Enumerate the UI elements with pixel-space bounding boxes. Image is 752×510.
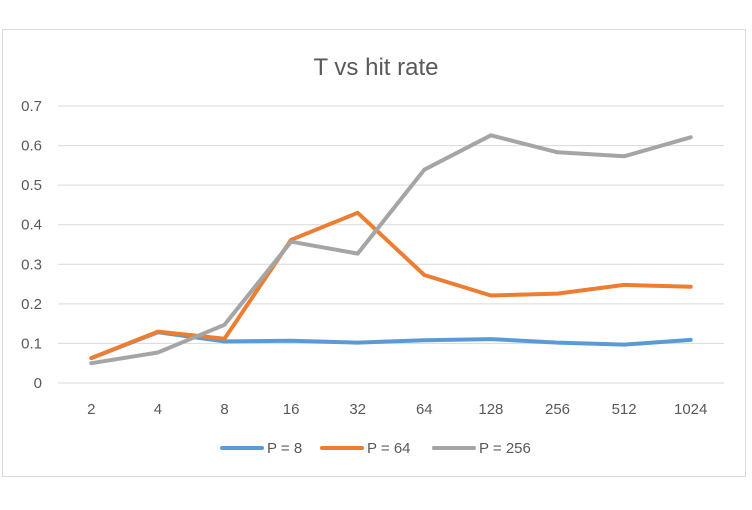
x-tick-label: 16 [283,401,300,418]
y-tick-label: 0.4 [21,217,42,234]
x-tick-label: 32 [349,401,366,418]
y-tick-label: 0.3 [21,256,42,273]
legend-label: P = 8 [267,440,302,457]
legend: P = 8 P = 64 P = 256 [220,440,531,457]
y-tick-label: 0.2 [21,296,42,313]
y-tick-label: 0.6 [21,138,42,155]
y-tick-label: 0.5 [21,177,42,194]
x-tick-label: 1024 [674,401,707,418]
chart-title: T vs hit rate [314,54,439,81]
series-line-2 [89,210,693,361]
y-tick-label: 0.1 [21,335,42,352]
chart-frame [2,29,746,477]
x-tick-label: 4 [154,401,162,418]
x-tick-label: 512 [612,401,637,418]
x-tick-label: 8 [220,401,228,418]
legend-label: P = 256 [479,440,531,457]
legend-label: P = 64 [367,440,411,457]
x-tick-label: 128 [478,401,503,418]
y-tick-label: 0.7 [21,98,42,115]
y-tick-label: 0 [34,375,42,392]
x-tick-label: 2 [87,401,95,418]
x-tick-label: 64 [416,401,433,418]
series-line-1 [89,330,693,361]
series-lines [89,133,693,366]
x-tick-label: 256 [545,401,570,418]
series-line-3 [89,133,693,366]
x-axis-ticks: 2 4 8 16 32 64 128 256 512 1024 [87,401,707,418]
y-axis-ticks: 0 0.1 0.2 0.3 0.4 0.5 0.6 0.7 [21,98,42,392]
